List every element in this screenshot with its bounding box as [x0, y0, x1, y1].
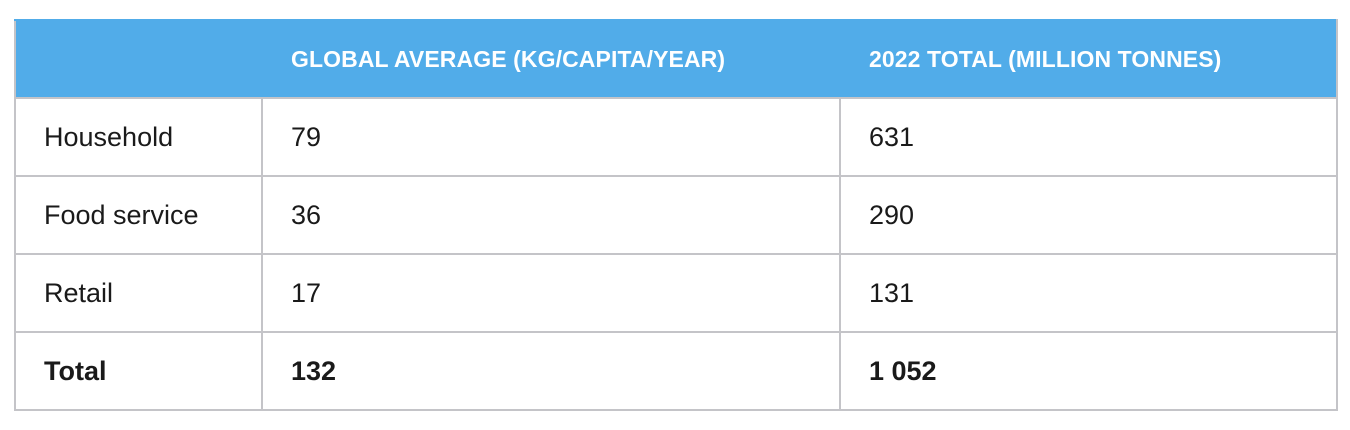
total-2022-value: 631 [839, 97, 1338, 177]
total-global-average-value: 132 [261, 331, 841, 411]
header-row: GLOBAL AVERAGE (KG/CAPITA/YEAR) 2022 TOT… [14, 19, 1338, 99]
global-average-value: 36 [261, 175, 841, 255]
global-average-value: 79 [261, 97, 841, 177]
header-cell-2022-total: 2022 TOTAL (MILLION TONNES) [839, 19, 1338, 99]
row-label: Household [14, 97, 263, 177]
total-2022-value: 290 [839, 175, 1338, 255]
food-waste-table: GLOBAL AVERAGE (KG/CAPITA/YEAR) 2022 TOT… [14, 19, 1338, 411]
total-2022-value-sum: 1 052 [839, 331, 1338, 411]
table-row: Retail 17 131 [14, 253, 1338, 333]
table-row: Household 79 631 [14, 97, 1338, 177]
header-cell-global-average: GLOBAL AVERAGE (KG/CAPITA/YEAR) [261, 19, 841, 99]
row-label: Food service [14, 175, 263, 255]
table-body: Household 79 631 Food service 36 290 Ret… [14, 97, 1338, 411]
row-label: Retail [14, 253, 263, 333]
header-cell-category [14, 19, 263, 99]
total-2022-value: 131 [839, 253, 1338, 333]
global-average-value: 17 [261, 253, 841, 333]
table-row: Food service 36 290 [14, 175, 1338, 255]
total-row: Total 132 1 052 [14, 331, 1338, 411]
table-header: GLOBAL AVERAGE (KG/CAPITA/YEAR) 2022 TOT… [14, 19, 1338, 99]
total-label: Total [14, 331, 263, 411]
